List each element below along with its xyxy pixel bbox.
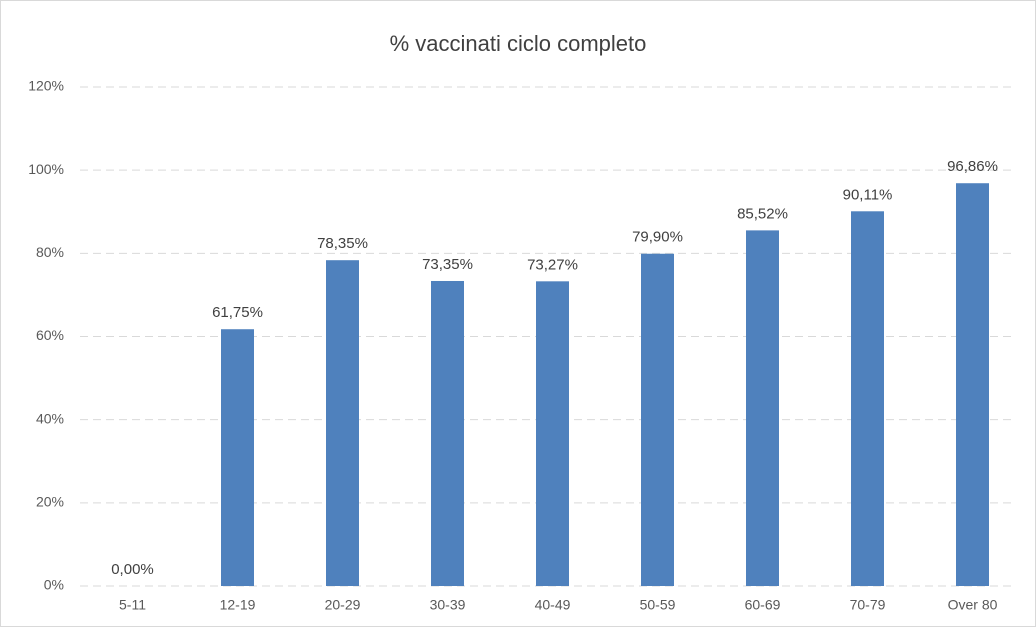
y-tick-label: 20%: [36, 494, 64, 510]
data-label: 61,75%: [212, 304, 263, 321]
bar: [746, 230, 779, 586]
data-label: 73,27%: [527, 256, 578, 273]
data-label: 96,86%: [947, 158, 998, 175]
data-label: 0,00%: [111, 561, 154, 578]
data-label: 85,52%: [737, 205, 788, 222]
x-tick-label: 40-49: [535, 597, 571, 613]
y-tick-label: 0%: [44, 577, 64, 593]
bar: [326, 260, 359, 586]
data-label: 90,11%: [843, 186, 893, 203]
x-tick-label: 70-79: [850, 597, 886, 613]
x-tick-label: 30-39: [430, 597, 466, 613]
y-tick-label: 60%: [36, 327, 64, 343]
bar: [221, 329, 254, 586]
y-tick-label: 40%: [36, 410, 64, 426]
chart-title: % vaccinati ciclo completo: [390, 31, 647, 56]
x-tick-label: 12-19: [220, 597, 256, 613]
y-tick-label: 100%: [28, 161, 64, 177]
x-tick-label: 50-59: [640, 597, 676, 613]
data-label: 73,35%: [422, 256, 473, 273]
bar: [956, 183, 989, 587]
bar: [851, 211, 884, 586]
x-tick-label: Over 80: [948, 597, 998, 613]
data-label: 78,35%: [317, 235, 368, 252]
y-tick-label: 80%: [36, 244, 64, 260]
bar: [536, 281, 569, 586]
y-tick-label: 120%: [28, 78, 64, 94]
x-tick-label: 60-69: [745, 597, 781, 613]
bar: [431, 280, 464, 586]
bar: [641, 253, 674, 587]
x-tick-label: 5-11: [119, 597, 146, 613]
data-label: 79,90%: [632, 229, 683, 246]
x-tick-label: 20-29: [325, 597, 361, 613]
